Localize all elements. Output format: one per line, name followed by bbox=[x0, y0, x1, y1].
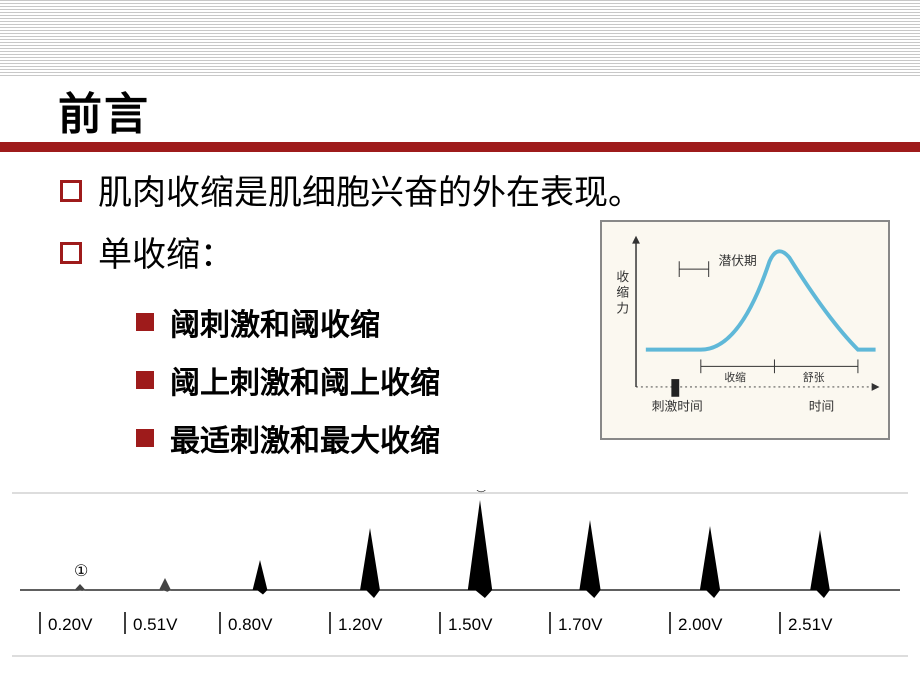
sub-bullet-text: 阈刺激和阈收缩 bbox=[170, 300, 380, 344]
marker-2: ② bbox=[474, 490, 488, 496]
bullet-text: 单收缩： bbox=[98, 232, 234, 280]
voltage-label: 1.20V bbox=[338, 615, 383, 634]
voltage-label: 2.00V bbox=[678, 615, 723, 634]
contraction-svg: 收 缩 力 潜伏期 收缩 舒张 刺激时间 时间 bbox=[602, 222, 888, 438]
title-underline bbox=[0, 142, 920, 152]
sub-bullet-text: 阈上刺激和阈上收缩 bbox=[170, 358, 440, 402]
sub-bullet-item: 阈刺激和阈收缩 bbox=[136, 300, 440, 344]
bullet-text: 肌肉收缩是肌细胞兴奋的外在表现。 bbox=[98, 170, 642, 218]
sub-bullet-icon bbox=[136, 371, 154, 389]
voltage-label: 2.51V bbox=[788, 615, 833, 634]
sub-bullet-icon bbox=[136, 429, 154, 447]
voltage-svg: 0.20V 0.51V 0.80V 1.20V 1.50V 1.70V 2.00V 2.51V… bbox=[10, 490, 910, 660]
latency-label: 潜伏期 bbox=[718, 254, 756, 268]
header-hatch bbox=[0, 0, 920, 78]
sub-bullet-icon bbox=[136, 313, 154, 331]
voltage-label: 0.51V bbox=[133, 615, 178, 634]
relaxation-label: 舒张 bbox=[803, 370, 825, 384]
voltage-chart: 0.20V 0.51V 0.80V 1.20V 1.50V 1.70V 2.00V 2.51V… bbox=[10, 490, 910, 660]
bullet-icon bbox=[60, 180, 82, 202]
x-axis-left: 刺激时间 bbox=[652, 400, 703, 414]
sub-bullet-text: 最适刺激和最大收缩 bbox=[170, 416, 440, 460]
bullet-item: 肌肉收缩是肌细胞兴奋的外在表现。 bbox=[60, 170, 860, 218]
marker-1: ① bbox=[74, 563, 88, 580]
voltage-label: 0.20V bbox=[48, 615, 93, 634]
sub-bullet-list: 阈刺激和阈收缩 阈上刺激和阈上收缩 最适刺激和最大收缩 bbox=[136, 300, 440, 474]
x-axis-right: 时间 bbox=[809, 400, 835, 414]
voltage-label: 1.50V bbox=[448, 615, 493, 634]
slide-title: 前言 bbox=[58, 78, 150, 142]
contraction-diagram: 收 缩 力 潜伏期 收缩 舒张 刺激时间 时间 bbox=[600, 220, 890, 440]
voltage-label: 0.80V bbox=[228, 615, 273, 634]
contraction-label: 收缩 bbox=[724, 370, 746, 384]
sub-bullet-item: 最适刺激和最大收缩 bbox=[136, 416, 440, 460]
sub-bullet-item: 阈上刺激和阈上收缩 bbox=[136, 358, 440, 402]
bullet-icon bbox=[60, 242, 82, 264]
y-axis-label: 收 缩 力 bbox=[616, 270, 632, 315]
voltage-label: 1.70V bbox=[558, 615, 603, 634]
